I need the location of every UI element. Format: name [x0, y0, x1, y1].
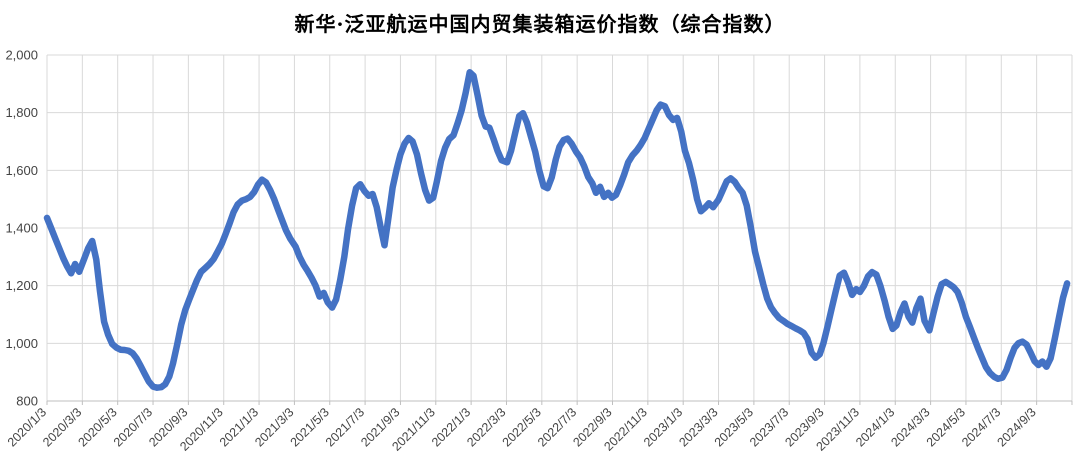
y-tick-label: 1,200: [5, 278, 38, 293]
data-series-line: [43, 69, 1071, 391]
y-tick-label: 2,000: [5, 48, 38, 63]
y-tick-label: 1,600: [5, 163, 38, 178]
y-tick-label: 1,400: [5, 221, 38, 236]
y-tick-label: 1,000: [5, 336, 38, 351]
x-tick-label: 2024/9/3: [994, 405, 1038, 449]
y-tick-label: 1,800: [5, 105, 38, 120]
chart-title: 新华·泛亚航运中国内贸集装箱运价指数（综合指数）: [294, 12, 786, 36]
y-tick-label: 800: [16, 394, 38, 409]
